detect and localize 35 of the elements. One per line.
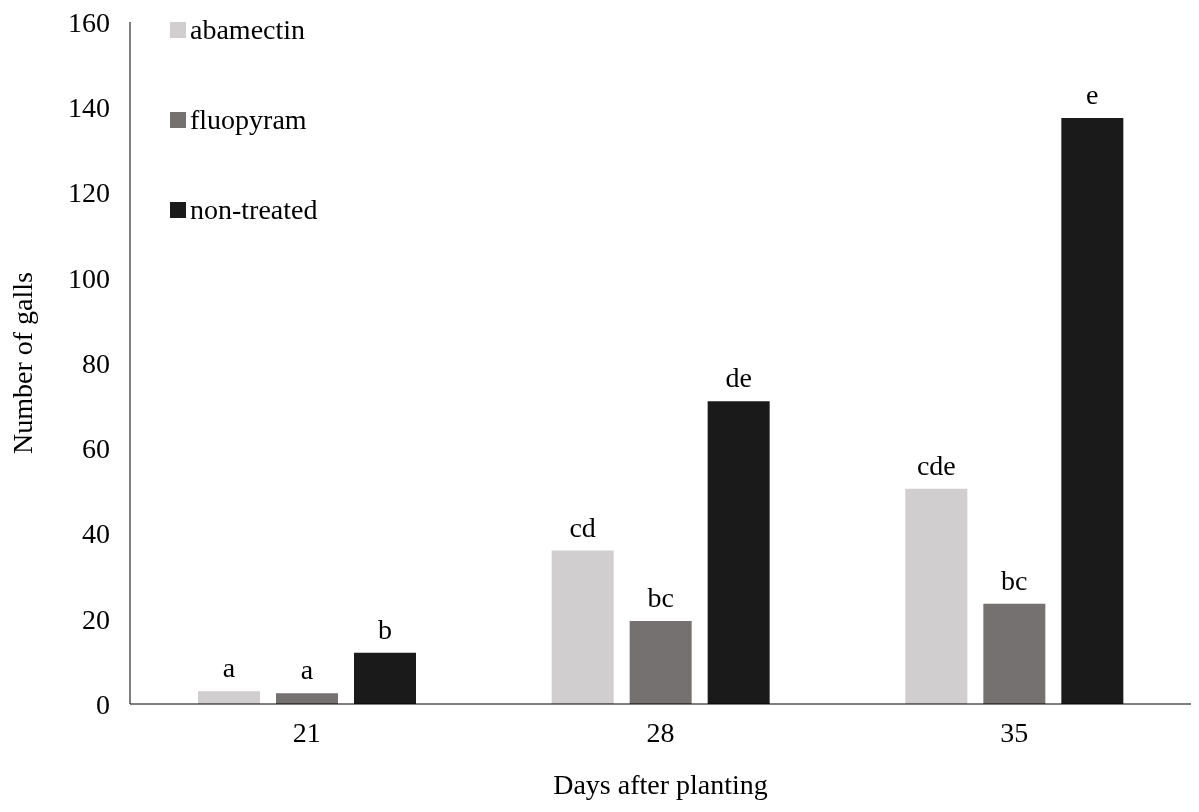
data-label: cd [569, 511, 596, 543]
data-label: a [222, 652, 236, 684]
data-label: bc [647, 581, 674, 613]
bar [629, 620, 692, 704]
y-tick-label: 100 [68, 262, 110, 294]
bar [983, 603, 1046, 704]
y-tick-label: 60 [82, 433, 110, 465]
data-label: b [378, 613, 392, 645]
legend-label: abamectin [190, 14, 306, 46]
data-label: de [725, 362, 752, 394]
bar [1061, 117, 1124, 704]
bar [354, 652, 416, 704]
y-tick-label: 80 [82, 347, 110, 379]
bar [276, 693, 338, 704]
bar [905, 488, 968, 704]
y-tick-label: 40 [82, 518, 110, 550]
y-tick-label: 140 [68, 92, 110, 124]
y-tick-label: 160 [68, 6, 110, 38]
legend-label: fluopyram [190, 104, 307, 136]
x-tick-label: 28 [646, 716, 675, 748]
y-tick-label: 20 [82, 603, 110, 635]
data-label: cde [916, 449, 956, 481]
y-tick-label: 120 [68, 177, 110, 209]
y-axis-title: Number of galls [6, 272, 38, 454]
data-label: a [300, 654, 314, 686]
data-label: bc [1001, 564, 1028, 596]
bar [707, 401, 770, 704]
x-tick-label: 35 [1000, 716, 1029, 748]
bar [551, 550, 614, 704]
bar [198, 691, 260, 704]
x-tick-label: 21 [292, 716, 321, 748]
x-axis-title: Days after planting [553, 769, 768, 800]
data-label: e [1086, 78, 1099, 110]
y-tick-label: 0 [96, 688, 110, 720]
legend-label: non-treated [190, 194, 318, 226]
